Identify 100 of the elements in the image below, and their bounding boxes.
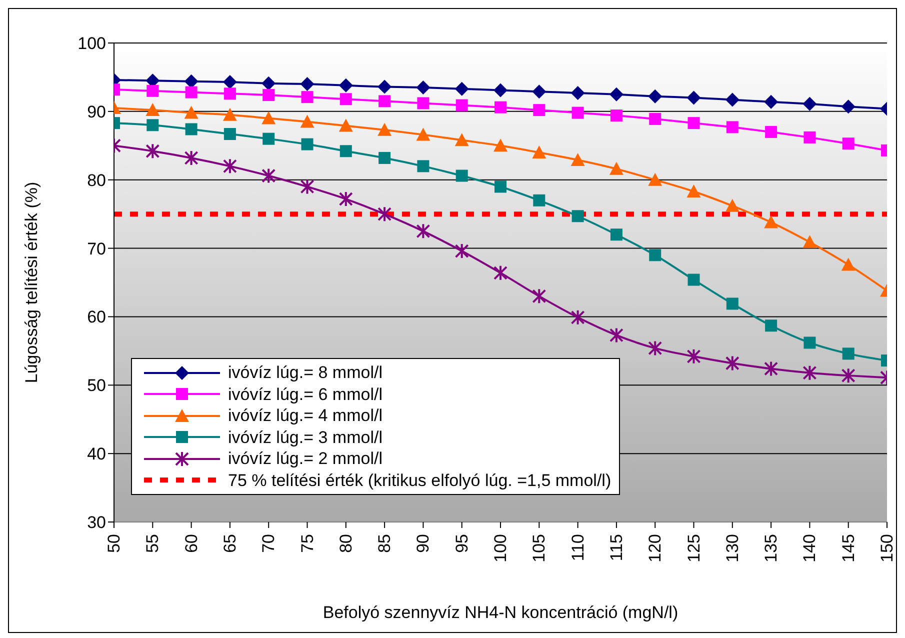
point bbox=[378, 95, 391, 108]
point bbox=[804, 336, 816, 349]
point bbox=[416, 128, 430, 141]
point bbox=[572, 106, 584, 119]
point bbox=[765, 126, 778, 138]
point bbox=[417, 160, 430, 172]
point bbox=[494, 83, 508, 98]
legend-label: ivóvíz lúg.= 6 mmol/l bbox=[228, 384, 382, 405]
point bbox=[609, 327, 624, 344]
x-axis-title: Befolyó szennyvíz NH4-N koncentráció (mgN/l) bbox=[322, 603, 678, 622]
point bbox=[802, 364, 817, 381]
point bbox=[146, 103, 160, 116]
point bbox=[456, 170, 468, 182]
point bbox=[417, 97, 430, 110]
point bbox=[300, 114, 314, 128]
point bbox=[570, 153, 585, 166]
y-tick-label: 80 bbox=[87, 170, 106, 190]
point bbox=[222, 75, 237, 90]
point bbox=[338, 118, 353, 132]
point bbox=[610, 228, 622, 241]
point bbox=[378, 206, 392, 222]
y-tick-label: 60 bbox=[87, 308, 106, 327]
y-tick-label: 30 bbox=[87, 513, 106, 532]
point bbox=[262, 76, 276, 90]
x-tick-label: 145 bbox=[838, 534, 858, 562]
point bbox=[301, 138, 314, 150]
point bbox=[224, 88, 236, 100]
point bbox=[300, 77, 314, 92]
point bbox=[609, 162, 624, 175]
point bbox=[378, 80, 392, 94]
x-tick-label: 100 bbox=[491, 534, 510, 562]
point bbox=[146, 84, 159, 97]
point bbox=[185, 86, 198, 98]
point bbox=[185, 123, 198, 136]
point bbox=[378, 152, 391, 164]
point bbox=[842, 138, 854, 150]
point bbox=[648, 89, 662, 104]
x-tick-label: 80 bbox=[336, 534, 356, 553]
point bbox=[726, 298, 738, 310]
point bbox=[494, 180, 506, 193]
point bbox=[340, 145, 352, 158]
point bbox=[686, 90, 701, 105]
point bbox=[494, 101, 506, 114]
point bbox=[454, 243, 469, 260]
x-tick-label: 120 bbox=[646, 534, 665, 562]
point bbox=[378, 122, 392, 136]
point bbox=[338, 78, 353, 92]
point bbox=[262, 168, 276, 184]
point bbox=[764, 215, 778, 228]
point bbox=[649, 112, 662, 125]
point bbox=[688, 117, 700, 130]
point bbox=[184, 106, 198, 119]
x-tick-label: 140 bbox=[800, 534, 820, 562]
point bbox=[416, 223, 430, 240]
point bbox=[841, 368, 856, 384]
x-tick-label: 70 bbox=[259, 534, 278, 553]
x-tick-label: 95 bbox=[452, 534, 472, 553]
x-tick-label: 150 bbox=[878, 534, 896, 562]
x-tick-label: 55 bbox=[143, 534, 162, 553]
point bbox=[532, 288, 546, 304]
y-axis-title: Lúgosság telítési érték (%) bbox=[22, 182, 42, 384]
point bbox=[686, 348, 701, 364]
x-tick-label: 60 bbox=[182, 534, 201, 553]
point bbox=[841, 100, 856, 114]
x-tick-label: 85 bbox=[375, 534, 394, 553]
y-tick-label: 70 bbox=[87, 239, 106, 258]
point bbox=[300, 178, 314, 195]
x-tick-label: 90 bbox=[414, 534, 433, 553]
x-tick-label: 125 bbox=[684, 534, 704, 562]
point bbox=[262, 132, 275, 145]
point bbox=[224, 128, 236, 140]
x-tick-label: 65 bbox=[220, 534, 240, 553]
x-tick-label: 115 bbox=[606, 534, 626, 562]
point bbox=[532, 84, 546, 99]
point bbox=[533, 104, 546, 116]
point bbox=[842, 348, 854, 360]
point bbox=[533, 194, 546, 206]
point bbox=[688, 274, 700, 286]
point bbox=[338, 191, 353, 208]
legend-label: 75 % telítési érték (kritikus elfolyó lúg. =1,5 mmol/l) bbox=[228, 470, 612, 491]
point bbox=[184, 74, 198, 88]
point bbox=[262, 111, 276, 124]
point bbox=[454, 133, 469, 146]
point bbox=[649, 249, 662, 262]
point bbox=[146, 143, 160, 160]
point bbox=[494, 138, 508, 152]
point bbox=[609, 87, 624, 102]
point bbox=[416, 80, 430, 94]
point bbox=[765, 320, 778, 332]
x-tick-label: 105 bbox=[530, 534, 549, 562]
point bbox=[532, 145, 546, 158]
point bbox=[725, 198, 740, 212]
point bbox=[725, 92, 740, 107]
point bbox=[340, 93, 352, 106]
point bbox=[146, 119, 159, 132]
point bbox=[184, 150, 198, 166]
legend-label: ivóvíz lúg.= 3 mmol/l bbox=[228, 426, 382, 448]
x-tick-label: 75 bbox=[298, 534, 317, 553]
x-tick-label: 110 bbox=[568, 534, 588, 562]
y-tick-label: 40 bbox=[87, 444, 106, 464]
